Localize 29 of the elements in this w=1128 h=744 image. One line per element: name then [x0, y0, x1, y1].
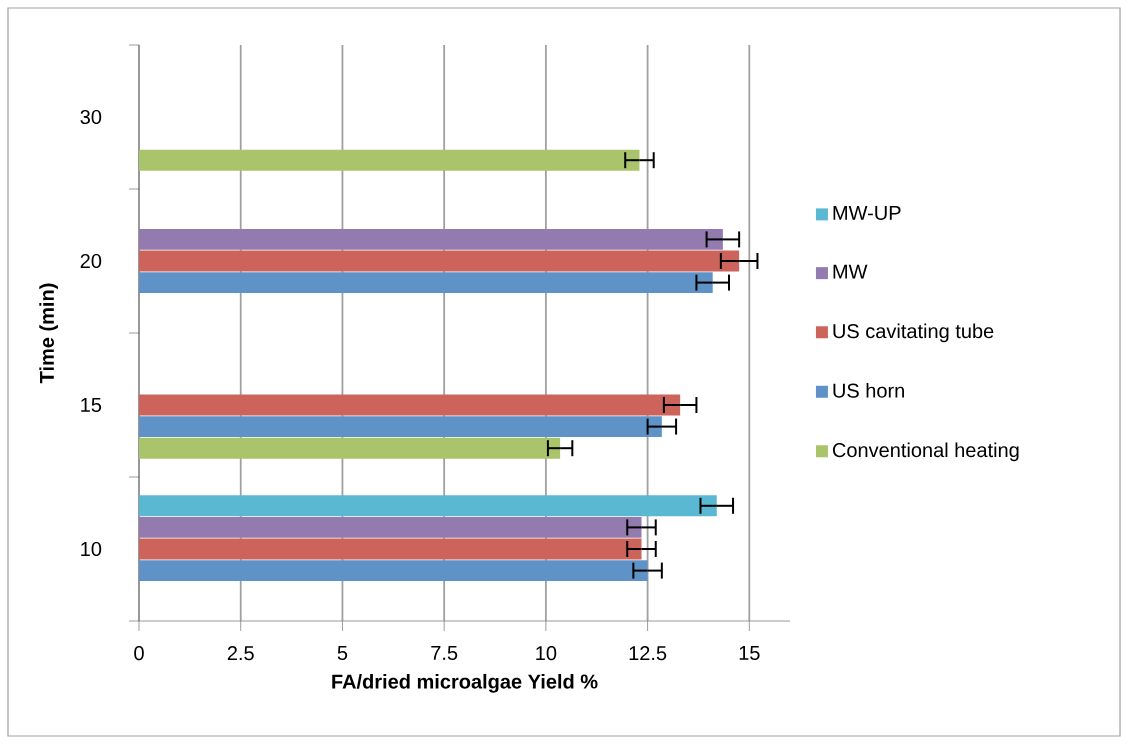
bar — [139, 416, 662, 438]
bar — [139, 250, 740, 272]
legend-label: MW — [833, 264, 868, 279]
bar — [139, 560, 648, 582]
x-tick-label: 7.5 — [431, 646, 458, 661]
legend-label: US cavitating tube — [833, 323, 994, 343]
bar — [139, 149, 640, 171]
bar — [139, 516, 642, 538]
bar — [139, 495, 717, 517]
legend-label: US horn — [833, 383, 904, 398]
x-tick-label: 15 — [739, 646, 760, 661]
legend-label: MW-UP — [833, 205, 901, 220]
bar — [139, 437, 561, 459]
legend-label: Conventional heating — [832, 442, 1019, 462]
y-tick-label: 20 — [80, 253, 102, 269]
y-tick-label: 30 — [80, 109, 102, 125]
x-tick-label: 12.5 — [629, 646, 667, 661]
x-tick-label: 5 — [337, 646, 348, 661]
bar — [139, 228, 723, 250]
bar — [139, 538, 642, 560]
y-tick-label: 10 — [81, 541, 102, 557]
x-tick-label: 0 — [134, 646, 144, 661]
y-tick-label: 15 — [81, 398, 102, 412]
x-tick-label: 2.5 — [227, 646, 254, 661]
bar — [139, 272, 713, 294]
bar — [139, 394, 681, 416]
y-axis-title: Time (min) — [39, 283, 58, 384]
x-axis-title: FA/dried microalgae Yield % — [332, 673, 598, 693]
x-tick-label: 10 — [536, 646, 557, 661]
